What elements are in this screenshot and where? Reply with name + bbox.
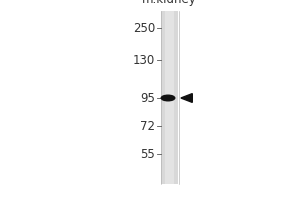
Text: 55: 55 (140, 148, 155, 160)
Text: 95: 95 (140, 92, 155, 104)
Text: 72: 72 (140, 119, 155, 132)
Text: m.kidney: m.kidney (142, 0, 197, 6)
Bar (166, 11, 173, 184)
Bar (160, 11, 178, 184)
Polygon shape (181, 94, 192, 102)
Text: 130: 130 (133, 53, 155, 66)
Text: 250: 250 (133, 21, 155, 34)
Ellipse shape (161, 95, 175, 101)
